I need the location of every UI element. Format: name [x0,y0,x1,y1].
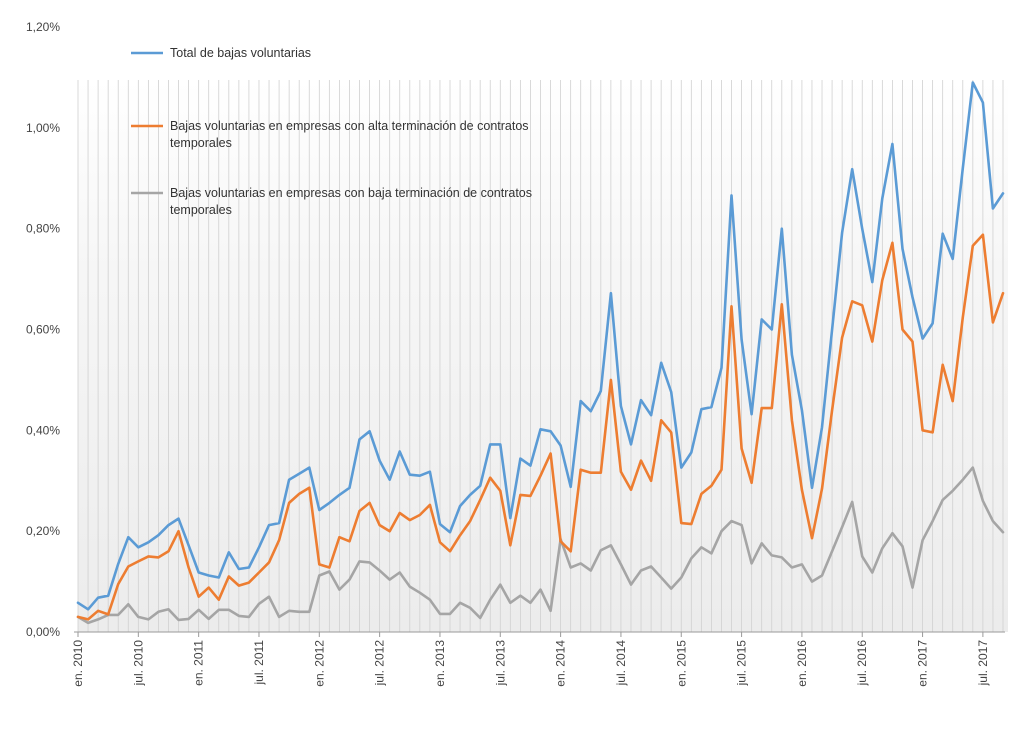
series-line-1 [76,233,1005,621]
x-tick-label: jul. 2016 [855,640,869,687]
y-tick-label: 0,80% [26,222,60,236]
x-tick-label: en. 2012 [312,640,326,687]
y-tick-label: 0,00% [26,625,60,639]
x-tick-label: en. 2015 [674,640,688,687]
y-tick-label: 0,60% [26,323,60,337]
x-tick-label: jul. 2014 [614,640,628,687]
x-tick-label: en. 2014 [554,640,568,687]
plot-area-background [78,80,1008,632]
y-tick-label: 1,20% [26,20,60,34]
x-tick-label: jul. 2010 [131,640,145,687]
x-tick-label: jul. 2011 [252,640,266,686]
x-tick-label: jul. 2015 [735,640,749,687]
legend-label: temporales [170,136,232,150]
y-tick-label: 0,40% [26,423,60,437]
axes: 0,00% 0,20% 0,40% 0,60% 0,80% 1,00% 1,20% en. 2… [26,20,1005,687]
x-tick-label: en. 2010 [71,640,85,687]
legend: Total de bajas voluntarias Bajas voluntar… [131,46,532,217]
legend-label: Bajas voluntarias en empresas con baja t… [170,186,532,200]
y-tick-label: 1,00% [26,121,60,135]
x-tick-label: en. 2013 [433,640,447,687]
series-line-0 [76,81,1005,611]
series-lines [76,81,1005,625]
x-tick-label: en. 2016 [795,640,809,687]
x-tick-label: jul. 2012 [373,640,387,687]
y-tick-label: 0,20% [26,524,60,538]
x-tick-label: en. 2011 [192,640,206,686]
legend-label: Total de bajas voluntarias [170,46,311,60]
gridlines [77,80,1004,632]
legend-label: Bajas voluntarias en empresas con alta t… [170,119,529,133]
x-tick-label: jul. 2013 [493,640,507,687]
x-tick-label: en. 2017 [916,640,930,687]
legend-label: temporales [170,203,232,217]
x-tick-label: jul. 2017 [976,640,990,687]
series-line-2 [76,466,1005,625]
